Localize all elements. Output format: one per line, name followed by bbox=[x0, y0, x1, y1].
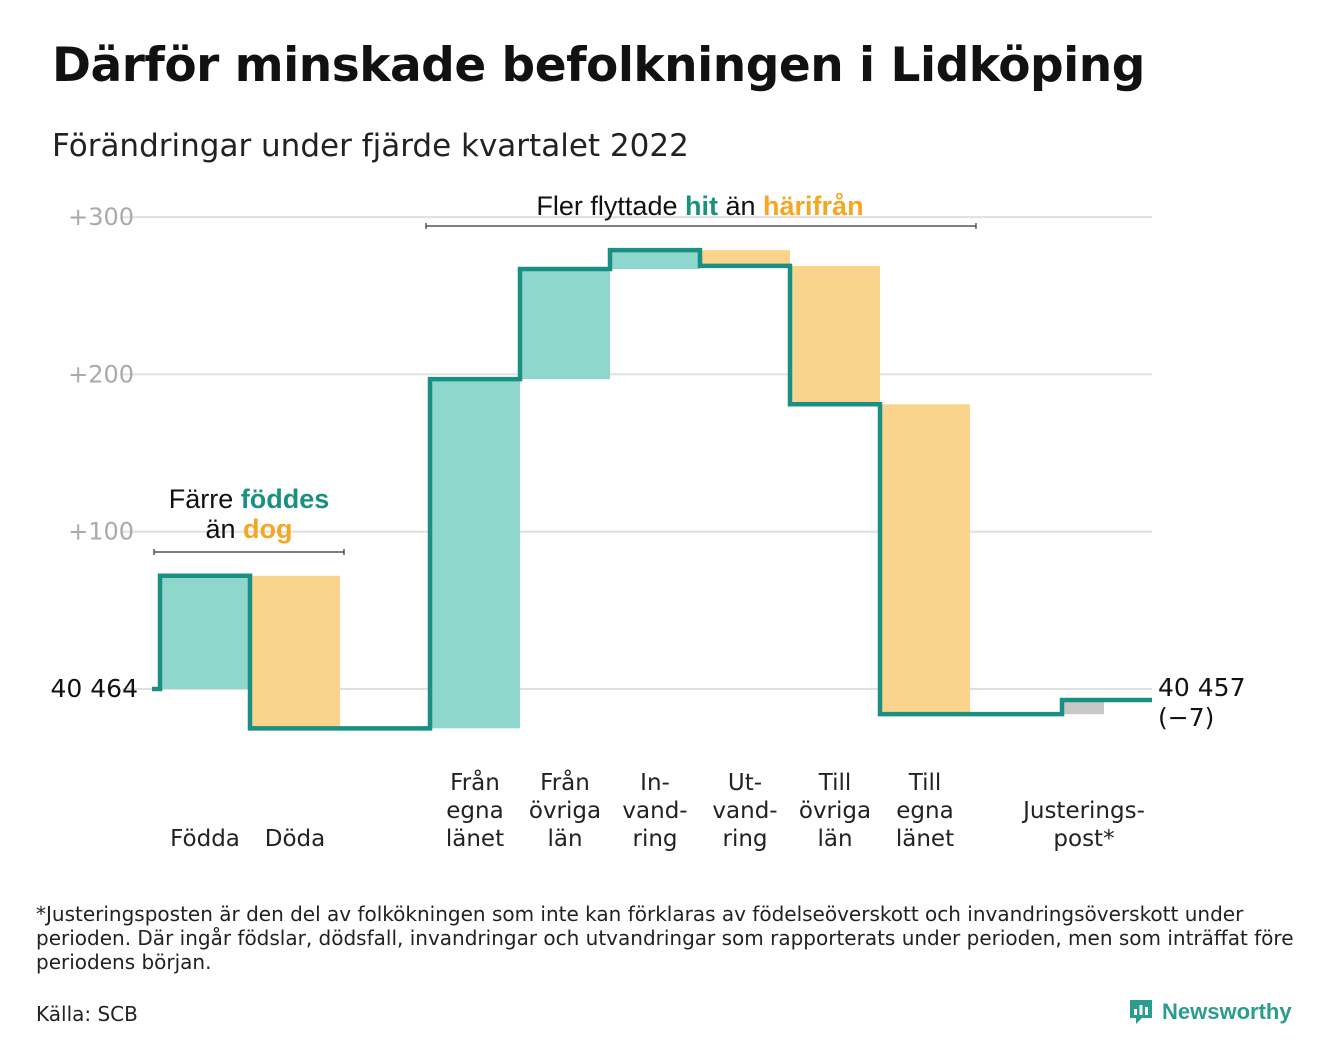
category-label: In- bbox=[640, 770, 670, 796]
y-tick-label: +300 bbox=[68, 203, 134, 231]
category-label: vand- bbox=[712, 798, 777, 824]
waterfall-chart: +100 +200 +300 40 464 40 457(−7) Födda Döda Frå… bbox=[51, 191, 1246, 852]
category-label: Födda bbox=[170, 826, 240, 852]
waterfall-bar bbox=[250, 575, 340, 729]
annotation-segment: Fler flyttade bbox=[536, 191, 685, 221]
category-label: län bbox=[547, 826, 582, 852]
waterfall-bar bbox=[520, 269, 610, 380]
category-label: ring bbox=[722, 826, 767, 852]
category-label: Från bbox=[540, 768, 590, 796]
footnote: *Justeringsposten är den del av folkökni… bbox=[36, 902, 1294, 974]
category-label: vand- bbox=[622, 798, 687, 824]
category-label: länet bbox=[896, 826, 954, 852]
category-label: ring bbox=[632, 826, 677, 852]
annotation-segment: dog bbox=[243, 514, 292, 544]
annotation-migration: Fler flyttade hit än härifrån bbox=[536, 191, 863, 221]
annotation-segment: än bbox=[205, 514, 243, 544]
category-label: Till bbox=[908, 770, 942, 796]
category-label: egna bbox=[446, 798, 503, 824]
annotation-births-deaths-line1: Färre föddes bbox=[169, 484, 330, 514]
category-label: övriga bbox=[529, 798, 601, 824]
chart-subtitle: Förändringar under fjärde kvartalet 2022 bbox=[52, 128, 689, 164]
category-label: egna bbox=[896, 798, 953, 824]
annotation-segment: än bbox=[718, 191, 763, 221]
category-label: Justerings- bbox=[1021, 798, 1145, 824]
start-value-label: 40 464 bbox=[51, 674, 138, 703]
category-label: Ut- bbox=[728, 770, 762, 796]
waterfall-bar bbox=[160, 575, 250, 689]
source-label: Källa: SCB bbox=[36, 1002, 138, 1026]
newsworthy-icon bbox=[1130, 1000, 1152, 1024]
category-label: övriga bbox=[799, 798, 871, 824]
waterfall-bar bbox=[880, 404, 970, 715]
waterfall-step-line bbox=[152, 247, 1152, 731]
waterfall-bar bbox=[700, 250, 790, 266]
waterfall-bar bbox=[430, 379, 520, 729]
y-tick-label: +100 bbox=[68, 518, 134, 546]
waterfall-bar bbox=[790, 265, 880, 405]
category-label: län bbox=[817, 826, 852, 852]
category-label: Till bbox=[818, 770, 852, 796]
annotation-segment: Färre bbox=[169, 484, 241, 514]
brand-logo: Newsworthy bbox=[1128, 998, 1292, 1026]
annotation-segment: hit bbox=[685, 191, 718, 221]
end-value-label: 40 457 bbox=[1158, 673, 1245, 702]
category-label: länet bbox=[446, 826, 504, 852]
category-label: Från bbox=[450, 768, 500, 796]
waterfall-bar bbox=[1064, 700, 1104, 715]
annotation-segment: föddes bbox=[241, 484, 330, 514]
annotation-segment: härifrån bbox=[763, 191, 864, 221]
y-tick-label: +200 bbox=[68, 360, 134, 388]
chart-title: Därför minskade befolkningen i Lidköping bbox=[52, 38, 1145, 93]
waterfall-bar bbox=[610, 250, 700, 270]
end-change-label: (−7) bbox=[1158, 703, 1214, 732]
brand-name: Newsworthy bbox=[1162, 999, 1292, 1024]
annotation-births-deaths-line2: än dog bbox=[205, 514, 292, 544]
category-label: post* bbox=[1053, 826, 1114, 852]
category-label: Döda bbox=[265, 826, 325, 852]
